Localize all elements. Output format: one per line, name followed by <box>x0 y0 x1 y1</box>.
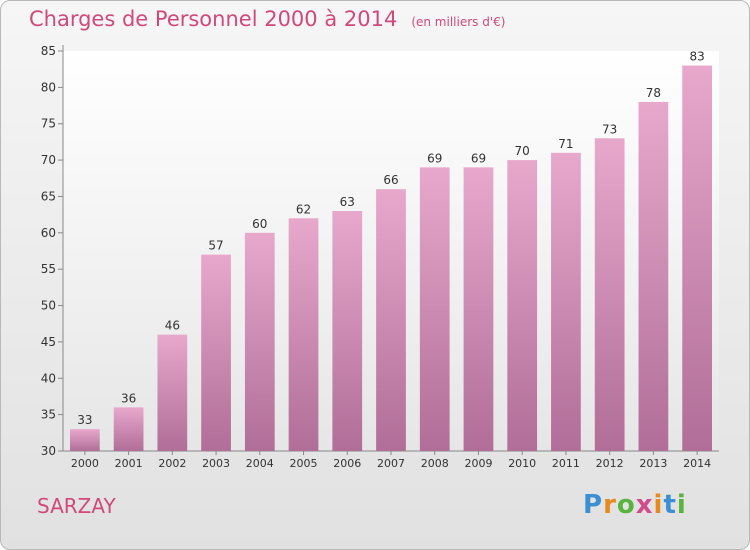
bar <box>113 407 144 451</box>
x-tick-label: 2001 <box>115 457 143 470</box>
bar-value-label: 73 <box>602 122 617 136</box>
bar <box>463 167 494 451</box>
bar-value-label: 60 <box>252 217 267 231</box>
bar <box>507 160 538 451</box>
bar <box>201 254 231 451</box>
y-tick-label: 40 <box>41 371 56 385</box>
y-tick-label: 70 <box>41 153 56 167</box>
bar-value-label: 33 <box>77 413 92 427</box>
bar-value-label: 83 <box>689 50 704 64</box>
bar-value-label: 71 <box>558 137 573 151</box>
unit-label: (en milliers d'€) <box>411 15 506 29</box>
y-tick-label: 45 <box>41 335 56 349</box>
bar-value-label: 69 <box>471 151 486 165</box>
bar <box>594 138 625 452</box>
y-tick-label: 55 <box>41 262 56 276</box>
bar-value-label: 63 <box>340 195 355 209</box>
bar <box>376 189 406 451</box>
bar-value-label: 78 <box>646 86 661 100</box>
y-tick-label: 75 <box>41 117 56 131</box>
x-tick-label: 2000 <box>71 457 99 470</box>
bar-value-label: 46 <box>165 319 180 333</box>
x-tick-label: 2009 <box>464 457 492 470</box>
bar <box>157 334 188 451</box>
proxiti-logo: Proxiti <box>583 490 687 520</box>
bar-value-label: 57 <box>208 239 223 253</box>
y-tick-label: 30 <box>41 444 56 458</box>
bar <box>244 232 275 451</box>
bar-value-label: 66 <box>383 173 398 187</box>
x-tick-label: 2014 <box>683 457 711 470</box>
y-tick-label: 85 <box>41 44 56 58</box>
x-tick-label: 2003 <box>202 457 230 470</box>
x-tick-label: 2011 <box>552 457 580 470</box>
x-tick-label: 2005 <box>290 457 318 470</box>
bar-value-label: 69 <box>427 151 442 165</box>
y-tick-label: 65 <box>41 189 56 203</box>
x-tick-label: 2012 <box>596 457 624 470</box>
bar <box>682 65 713 451</box>
x-tick-label: 2004 <box>246 457 274 470</box>
x-tick-label: 2007 <box>377 457 405 470</box>
bar-value-label: 36 <box>121 391 136 405</box>
bar <box>332 211 363 451</box>
x-tick-label: 2008 <box>421 457 449 470</box>
chart-title: Charges de Personnel 2000 à 2014 (en mill… <box>29 7 505 31</box>
place-name: SARZAY <box>37 494 116 518</box>
y-tick-label: 35 <box>41 408 56 422</box>
bar-value-label: 70 <box>515 144 530 158</box>
bar <box>638 101 669 451</box>
bar <box>288 218 319 451</box>
bar <box>419 167 450 451</box>
x-tick-label: 2006 <box>333 457 361 470</box>
bar <box>69 429 100 451</box>
x-tick-label: 2010 <box>508 457 536 470</box>
y-tick-label: 80 <box>41 80 56 94</box>
bar-value-label: 62 <box>296 202 311 216</box>
y-tick-label: 60 <box>41 226 56 240</box>
y-tick-label: 50 <box>41 299 56 313</box>
x-tick-label: 2002 <box>158 457 186 470</box>
chart-title-text: Charges de Personnel 2000 à 2014 <box>29 7 398 31</box>
bar <box>551 152 581 451</box>
x-tick-label: 2013 <box>639 457 667 470</box>
